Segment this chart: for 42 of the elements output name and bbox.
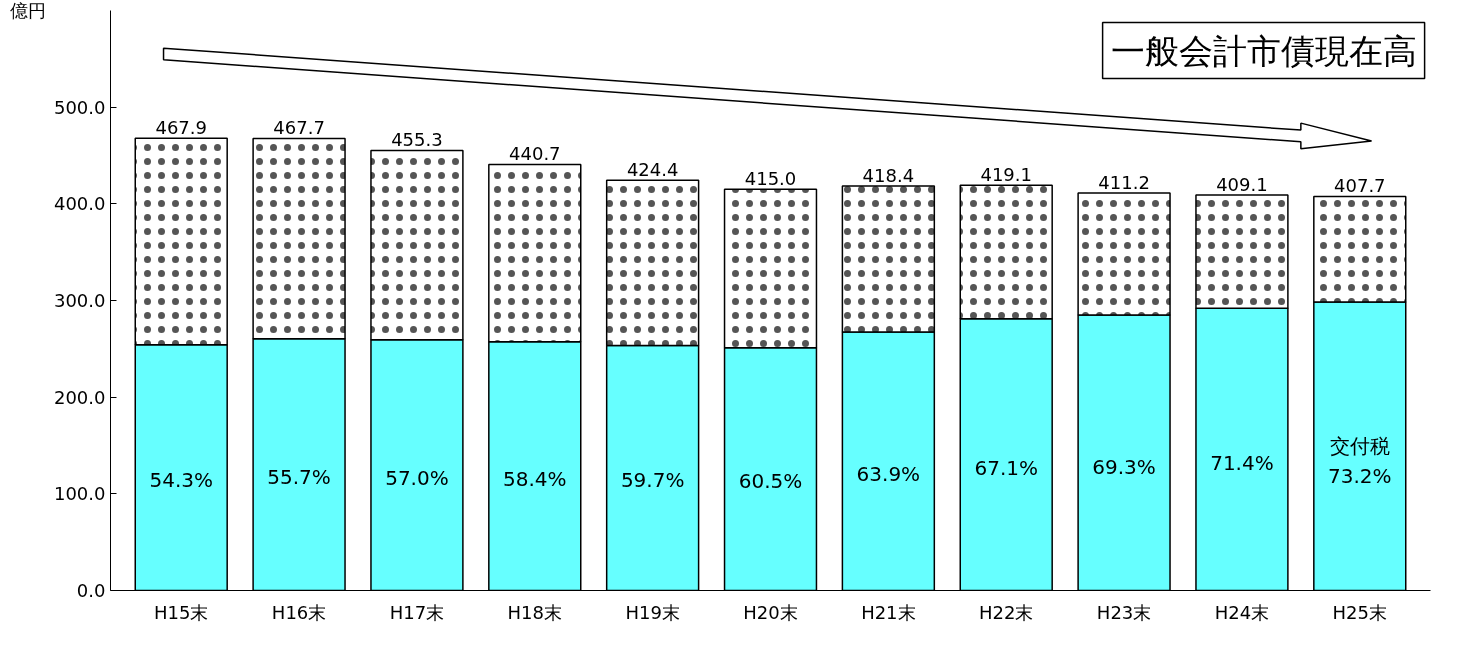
x-tick-label: H25末 xyxy=(1332,601,1388,623)
y-tick-label: 400.0 xyxy=(53,193,106,215)
total-label: 418.4 xyxy=(862,165,915,187)
y-tick-label: 0.0 xyxy=(76,580,106,601)
x-tick-label: H15末 xyxy=(153,601,209,623)
annotation: 67.1% xyxy=(974,456,1038,481)
text: 一般会計市債現在高 xyxy=(1110,30,1417,71)
total-label: 455.3 xyxy=(391,129,443,151)
x-tick-label: H18末 xyxy=(507,601,563,623)
total-label: 467.9 xyxy=(155,117,207,139)
total-label: 467.7 xyxy=(273,117,325,139)
total-label: 440.7 xyxy=(509,143,561,165)
y-tick-label: 200.0 xyxy=(53,386,106,408)
total-label: 411.2 xyxy=(1098,172,1150,194)
annotation: 60.5% xyxy=(738,469,803,494)
x-tick-label: H17末 xyxy=(389,601,445,623)
annotation: 交付税 xyxy=(1329,433,1390,458)
y-tick-label: 500.0 xyxy=(53,96,106,118)
x-tick-label: H20末 xyxy=(743,601,798,623)
x-tick-label: H21末 xyxy=(861,601,916,623)
y-tick-label: 300.0 xyxy=(53,290,106,311)
annotation: 73.2% xyxy=(1328,463,1392,488)
annotation: 54.3% xyxy=(149,467,213,492)
total-label: 415.0 xyxy=(744,168,797,190)
annotation: 71.4% xyxy=(1210,451,1274,476)
annotation: 58.4% xyxy=(503,466,567,491)
annotation: 57.0% xyxy=(385,465,449,490)
x-tick-label: H16末 xyxy=(271,601,327,623)
x-tick-label: H23末 xyxy=(1096,601,1152,623)
x-tick-label: H19末 xyxy=(625,601,680,623)
total-label: 424.4 xyxy=(626,159,679,181)
annotation: 55.7% xyxy=(267,465,331,490)
total-label: 407.7 xyxy=(1334,175,1386,197)
x-tick-label: H22末 xyxy=(978,601,1034,623)
x-tick-label: H24末 xyxy=(1214,601,1270,623)
total-label: 409.1 xyxy=(1216,174,1268,196)
annotation: 63.9% xyxy=(856,462,921,487)
y-axis-title: 億円 xyxy=(9,0,46,21)
y-tick-label: 100.0 xyxy=(53,483,106,505)
total-label: 419.1 xyxy=(980,164,1032,186)
annotation: 59.7% xyxy=(620,468,685,493)
annotation: 69.3% xyxy=(1092,454,1156,479)
